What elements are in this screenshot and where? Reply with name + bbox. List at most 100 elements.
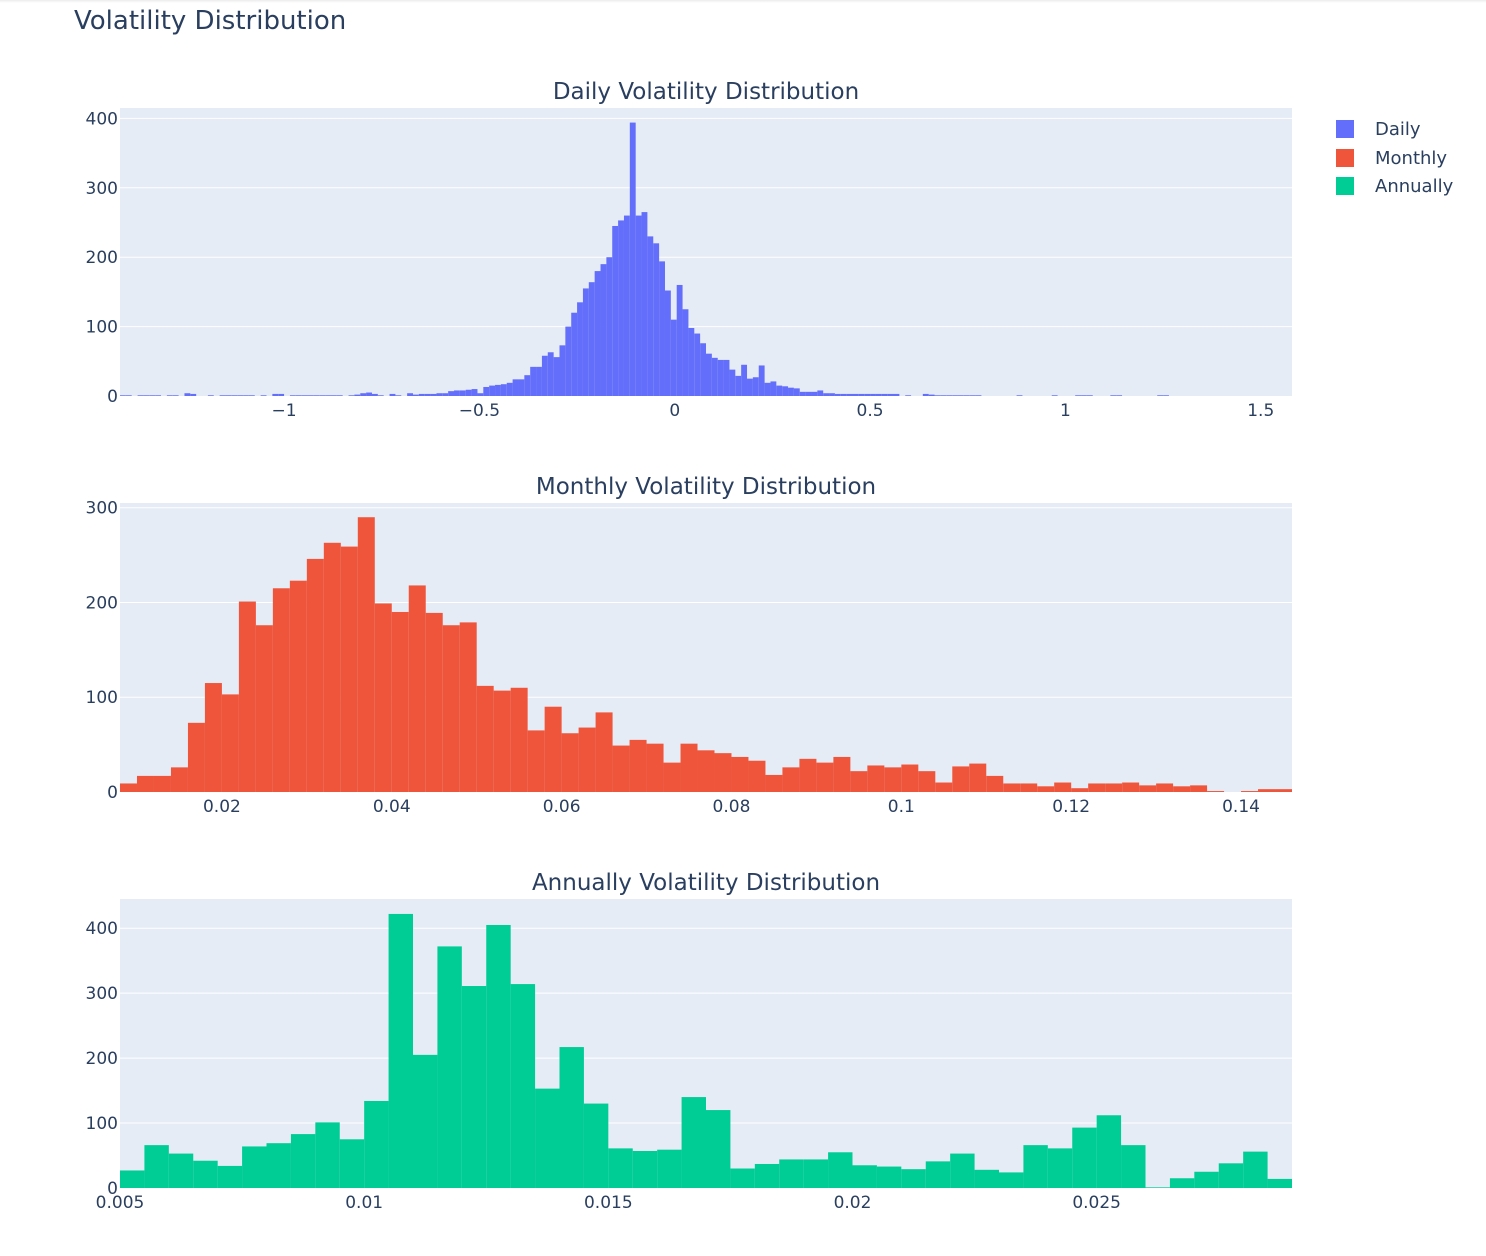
legend-swatch-monthly xyxy=(1336,148,1354,167)
histogram-bar xyxy=(969,395,976,396)
histogram-bar xyxy=(541,355,548,396)
histogram-bar xyxy=(1163,395,1169,396)
histogram-bar xyxy=(925,1161,951,1188)
x-tick-label: 0.5 xyxy=(857,401,884,421)
histogram-bar xyxy=(735,375,742,396)
histogram-bar xyxy=(754,1163,780,1188)
histogram-bar xyxy=(418,393,425,396)
histogram-bar xyxy=(471,389,478,396)
histogram-bar xyxy=(477,393,484,396)
x-tick-label: 0.08 xyxy=(713,797,751,817)
subplot-monthly: 0 100 200 300 0.02 0.04 0.06 0.08 0.1 0.12 0.14 Mon… xyxy=(86,474,1309,817)
histogram-bar xyxy=(1037,786,1055,792)
histogram-bar xyxy=(120,783,137,792)
x-tick-label: 0.12 xyxy=(1052,797,1090,817)
histogram-bar xyxy=(476,685,494,792)
histogram-bar xyxy=(594,271,601,396)
histogram-bar xyxy=(510,984,536,1188)
histogram-bar xyxy=(204,683,222,792)
histogram-bar xyxy=(852,1165,877,1188)
histogram-bar xyxy=(952,766,970,792)
x-tick-label: 1.5 xyxy=(1247,401,1274,421)
histogram-bar xyxy=(168,1153,194,1188)
y-tick-label: 400 xyxy=(86,109,118,129)
histogram-bar xyxy=(706,353,712,396)
histogram-bar xyxy=(1292,789,1309,792)
histogram-bar xyxy=(582,288,589,396)
histogram-bar xyxy=(764,382,771,396)
histogram-bar xyxy=(295,395,302,396)
histogram-bar xyxy=(1156,783,1174,792)
x-tick-label: −1 xyxy=(272,401,297,421)
y-tick-label: 100 xyxy=(86,318,118,338)
histogram-bar xyxy=(172,395,179,396)
histogram-bar xyxy=(266,1143,291,1188)
histogram-bar xyxy=(1218,1163,1244,1188)
histogram-bar xyxy=(748,760,766,792)
histogram-bar xyxy=(149,395,156,396)
histogram-bar xyxy=(1110,395,1117,396)
histogram-bar xyxy=(221,694,239,792)
histogram-bar xyxy=(840,393,847,396)
histogram-bar xyxy=(407,393,413,396)
histogram-bar xyxy=(339,1139,365,1188)
histogram-bar xyxy=(828,1152,853,1188)
histogram-bar xyxy=(413,394,419,396)
histogram-bar xyxy=(1086,395,1093,396)
histogram-bar xyxy=(1243,1151,1268,1188)
top-edge-shadow xyxy=(0,0,1486,3)
histogram-bar xyxy=(242,1146,267,1188)
subplot-annually: 0 100 200 300 400 0.005 0.01 0.015 0.02 0.025 Annu… xyxy=(86,870,1292,1213)
histogram-bar xyxy=(706,1110,731,1188)
histogram-bar xyxy=(663,762,681,792)
histogram-bar xyxy=(389,393,396,396)
histogram-bar xyxy=(833,756,851,792)
histogram-bar xyxy=(1145,1187,1170,1188)
histogram-bar xyxy=(489,385,496,396)
histogram-bar xyxy=(612,745,630,792)
histogram-bar xyxy=(969,763,987,792)
y-tick-label: 0 xyxy=(107,387,118,407)
histogram-bar xyxy=(676,284,683,396)
histogram-bar xyxy=(1003,783,1021,792)
histogram-bar xyxy=(1116,395,1123,396)
y-tick-label: 0 xyxy=(107,1179,118,1199)
histogram-bar xyxy=(1207,791,1225,792)
histogram-bar xyxy=(635,215,642,396)
histogram-bar xyxy=(852,393,859,396)
histogram-bar xyxy=(870,393,876,396)
histogram-bar xyxy=(493,690,511,792)
x-tick-label: 0.06 xyxy=(543,797,581,817)
histogram-bar xyxy=(559,1047,584,1188)
histogram-bar xyxy=(782,767,800,792)
histogram-bar xyxy=(524,375,531,396)
histogram-bar xyxy=(714,753,732,792)
histogram-bar xyxy=(360,393,367,396)
histogram-bar xyxy=(1054,782,1072,792)
histogram-bar xyxy=(765,774,783,792)
y-tick-label: 300 xyxy=(86,984,118,1004)
histogram-bar xyxy=(459,390,466,396)
histogram-bar xyxy=(963,395,970,396)
subplot-title-annually: Annually Volatility Distribution xyxy=(532,870,880,896)
histogram-bar xyxy=(184,393,191,396)
histogram-bar xyxy=(170,767,188,792)
histogram-bar xyxy=(357,517,375,792)
x-tick-label: 0.01 xyxy=(345,1193,383,1213)
histogram-bar xyxy=(260,395,267,396)
x-tick-label: 0.02 xyxy=(203,797,241,817)
histogram-bar xyxy=(371,393,378,396)
histogram-bar xyxy=(518,379,525,396)
histogram-bar xyxy=(1105,783,1123,792)
histogram-bar xyxy=(632,1150,658,1188)
figure-title: Volatility Distribution xyxy=(74,6,347,36)
histogram-bar xyxy=(629,122,636,396)
histogram-bar xyxy=(425,612,443,792)
histogram-bar xyxy=(646,743,664,792)
histogram-bar xyxy=(442,393,449,396)
histogram-bar xyxy=(752,377,759,396)
subplot-title-monthly: Monthly Volatility Distribution xyxy=(536,474,876,500)
histogram-bar xyxy=(940,395,947,396)
histogram-bar xyxy=(1139,785,1157,792)
